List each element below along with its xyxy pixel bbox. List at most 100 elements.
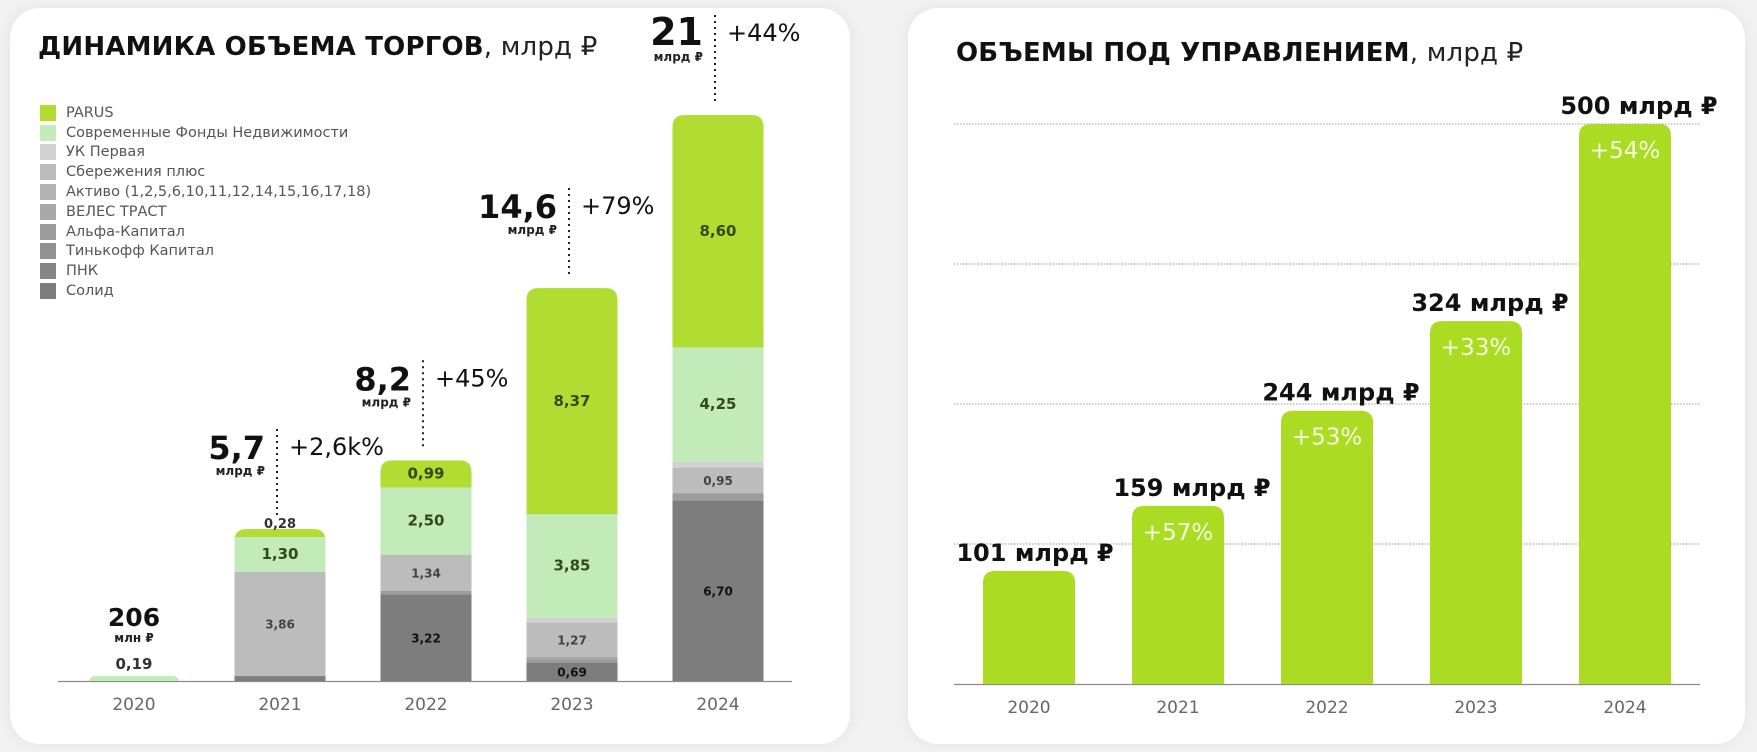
x-tick-label: 2021	[258, 695, 301, 715]
x-tick-label: 2020	[112, 695, 155, 715]
x-tick-label: 2021	[1156, 698, 1199, 718]
legend-label: ПНК	[66, 263, 99, 280]
growth-label: +33%	[1441, 335, 1511, 361]
bar-segments	[526, 288, 618, 681]
legend-swatch	[40, 144, 56, 161]
bar-segments	[234, 528, 326, 681]
segment-value-label: 1,27	[557, 633, 587, 647]
bar-segment-sfn	[380, 486, 472, 555]
legend-swatch	[40, 124, 56, 141]
segment-value-label: 3,86	[265, 618, 295, 632]
stacked-bar-2021: 3,86 1,30 0,28	[234, 517, 326, 681]
segment-value-label: 0,99	[407, 465, 444, 483]
bar-segment-parus	[526, 288, 618, 515]
growth-label: +44%	[727, 19, 800, 47]
bar-total-unit: млн ₽	[114, 631, 153, 645]
growth-label: +53%	[1292, 425, 1362, 451]
segment-value-label: 6,70	[703, 585, 733, 599]
segment-value-label: 8,60	[699, 222, 736, 240]
bar-segment-solid	[380, 594, 472, 681]
legend-swatch	[40, 104, 56, 121]
bar-segment-parus	[672, 115, 764, 348]
bar-value-label: 159 млрд ₽	[1113, 474, 1270, 502]
bar-segment-sberezheniya	[234, 571, 326, 677]
legend-item: Активо (1,2,5,6,10,11,12,14,15,16,17,18)	[40, 182, 371, 202]
bar-segment-solid	[526, 662, 618, 681]
legend-swatch	[40, 283, 56, 300]
x-tick-label: 2020	[1007, 698, 1050, 718]
legend-item: Альфа-Капитал	[40, 222, 371, 242]
legend: PARUS Современные Фонды Недвижимости УК Пе…	[40, 103, 371, 301]
bar-segment-alfa	[380, 590, 472, 595]
legend-item: Тинькофф Капитал	[40, 242, 371, 262]
bar-segment-solid	[672, 500, 764, 681]
bar-segment-sfn	[234, 536, 326, 573]
bar-value-label: 324 млрд ₽	[1411, 289, 1568, 317]
bar-total-value: 21	[650, 10, 703, 54]
bar-segment-sfn	[672, 346, 764, 462]
legend-item: PARUS	[40, 103, 371, 123]
segment-value-label: 0,95	[703, 474, 733, 488]
bar-total-unit: млрд ₽	[216, 464, 265, 478]
legend-item: Современные Фонды Недвижимости	[40, 123, 371, 143]
legend-item: ВЕЛЕС ТРАСТ	[40, 202, 371, 222]
x-tick-label: 2024	[1603, 698, 1646, 718]
bar-segment-sberezheniya	[526, 622, 618, 657]
segment-value-label: 4,25	[699, 395, 736, 413]
legend-label: ВЕЛЕС ТРАСТ	[66, 203, 167, 220]
bar-segment-uk_pervaya	[672, 461, 764, 468]
bar-segment-parus	[234, 528, 326, 538]
segment-value-label: 3,22	[411, 632, 441, 646]
bar-total-value: 206	[108, 603, 160, 632]
bar-segment-solid	[234, 675, 326, 681]
growth-label: +45%	[435, 364, 508, 392]
bar-value-label: 101 млрд ₽	[956, 539, 1113, 567]
segment-value-label: 3,85	[553, 557, 590, 575]
legend-swatch	[40, 164, 56, 181]
bar-segment-sberezheniya	[380, 554, 472, 591]
legend-label: Современные Фонды Недвижимости	[66, 124, 349, 141]
legend-label: Сбережения плюс	[66, 164, 206, 181]
segment-value-label: 2,50	[407, 512, 444, 530]
bar-segment-alfa	[672, 492, 764, 501]
legend-label: Тинькофф Капитал	[66, 243, 215, 260]
legend-label: PARUS	[66, 104, 114, 121]
trading-volume-title: ДИНАМИКА ОБЪЕМА ТОРГОВ, млрд ₽	[38, 32, 597, 62]
bar-segment-parus	[380, 460, 472, 488]
title-unit: , млрд ₽	[1409, 38, 1524, 68]
aum-bar-2020	[983, 570, 1075, 684]
x-tick-label: 2023	[1454, 698, 1497, 718]
segment-value-label: 0,28	[264, 517, 296, 532]
legend-swatch	[40, 243, 56, 260]
bar-segment-veles	[526, 656, 618, 660]
legend-item: ПНК	[40, 261, 371, 281]
bar-segments	[380, 460, 472, 681]
bar-segments	[88, 675, 180, 682]
x-tick-label: 2022	[404, 695, 447, 715]
bar-total-unit: млрд ₽	[508, 223, 557, 237]
aum-bar-2024	[1579, 124, 1671, 684]
stacked-bar-2023: 0,69 1,27 3,85 8,37	[526, 288, 618, 681]
bar-segment-sfn	[526, 513, 618, 618]
x-tick-label: 2023	[550, 695, 593, 715]
legend-swatch	[40, 263, 56, 280]
legend-item: Сбережения плюс	[40, 162, 371, 182]
segment-value-label: 1,34	[411, 566, 441, 580]
bar-segment-alfa	[526, 659, 618, 663]
legend-item: УК Первая	[40, 143, 371, 163]
bar-total-unit: млрд ₽	[654, 50, 703, 64]
bar-segments	[672, 115, 764, 681]
legend-swatch	[40, 184, 56, 201]
legend-item: Солид	[40, 281, 371, 301]
title-bold: ДИНАМИКА ОБЪЕМА ТОРГОВ	[38, 32, 484, 62]
growth-label: +2,6k%	[289, 433, 384, 461]
growth-label: +54%	[1590, 138, 1660, 164]
bar-segment-sfn	[88, 675, 180, 682]
title-unit: , млрд ₽	[483, 32, 598, 62]
bar-total-value: 5,7	[208, 429, 265, 467]
segment-value-label: 0,69	[557, 666, 587, 680]
legend-swatch	[40, 203, 56, 220]
segment-value-label: 8,37	[553, 392, 590, 410]
bar-total-unit: млрд ₽	[362, 395, 411, 409]
